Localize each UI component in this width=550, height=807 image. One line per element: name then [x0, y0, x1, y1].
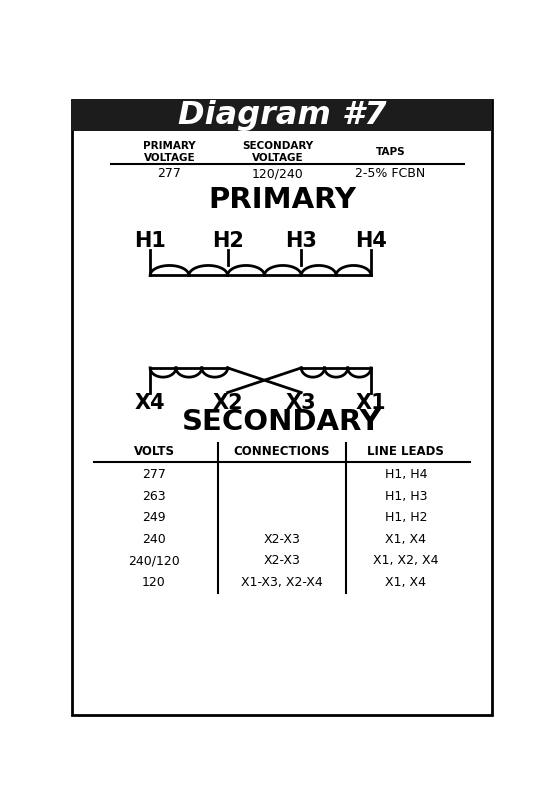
Text: 2-5% FCBN: 2-5% FCBN: [355, 167, 426, 180]
Text: VOLTS: VOLTS: [134, 445, 174, 458]
Text: 240: 240: [142, 533, 166, 546]
Text: PRIMARY
VOLTAGE: PRIMARY VOLTAGE: [143, 141, 196, 163]
Text: LINE LEADS: LINE LEADS: [367, 445, 444, 458]
Text: H2: H2: [212, 231, 244, 251]
Text: X3: X3: [286, 392, 317, 412]
Text: X1, X4: X1, X4: [386, 533, 426, 546]
Text: X1: X1: [356, 392, 386, 412]
Text: X2: X2: [212, 392, 243, 412]
Text: X1, X2, X4: X1, X2, X4: [373, 554, 439, 567]
Text: SECONDARY
VOLTAGE: SECONDARY VOLTAGE: [243, 141, 314, 163]
Text: H1, H4: H1, H4: [384, 468, 427, 481]
Text: SECONDARY: SECONDARY: [182, 408, 382, 436]
Text: PRIMARY: PRIMARY: [208, 186, 356, 214]
Text: H1: H1: [134, 231, 166, 251]
Text: 120: 120: [142, 576, 166, 589]
Text: H3: H3: [285, 231, 317, 251]
Text: 277: 277: [157, 167, 182, 180]
Text: H4: H4: [355, 231, 387, 251]
Text: 249: 249: [142, 512, 166, 525]
Text: 263: 263: [142, 490, 166, 503]
Text: X2-X3: X2-X3: [263, 554, 300, 567]
Text: X1-X3, X2-X4: X1-X3, X2-X4: [241, 576, 323, 589]
Text: H1, H2: H1, H2: [384, 512, 427, 525]
Text: 277: 277: [142, 468, 166, 481]
FancyBboxPatch shape: [72, 100, 492, 132]
Text: X1, X4: X1, X4: [386, 576, 426, 589]
Text: 120/240: 120/240: [252, 167, 304, 180]
Text: X2-X3: X2-X3: [263, 533, 300, 546]
Text: 240/120: 240/120: [128, 554, 180, 567]
Text: CONNECTIONS: CONNECTIONS: [234, 445, 330, 458]
Text: X4: X4: [135, 392, 166, 412]
Text: TAPS: TAPS: [376, 148, 405, 157]
Text: H1, H3: H1, H3: [384, 490, 427, 503]
Text: Diagram #7: Diagram #7: [178, 100, 386, 131]
